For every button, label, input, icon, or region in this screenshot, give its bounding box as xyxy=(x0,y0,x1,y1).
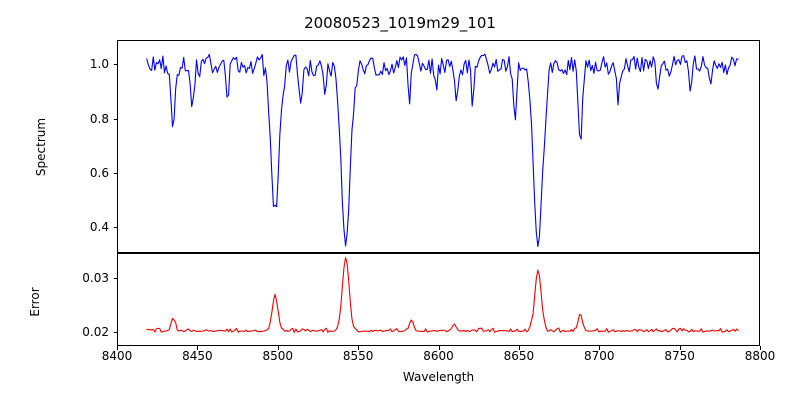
y-spectrum-tick-mark xyxy=(113,172,117,174)
y-error-tick-mark xyxy=(113,277,117,279)
x-tick-mark xyxy=(277,346,279,350)
error-panel xyxy=(117,253,760,346)
figure-title: 20080523_1019m29_101 xyxy=(304,14,496,32)
x-tick-label: 8600 xyxy=(423,349,454,363)
y-spectrum-tick-label: 0.8 xyxy=(89,111,109,126)
y-spectrum-tick-mark xyxy=(113,227,117,229)
x-tick-label: 8650 xyxy=(503,349,535,363)
x-tick-label: 8550 xyxy=(342,349,374,363)
x-tick-label: 8750 xyxy=(664,349,695,363)
y-spectrum-tick-label: 0.4 xyxy=(89,220,109,235)
x-tick-label: 8450 xyxy=(182,349,213,363)
error-line xyxy=(147,258,738,333)
x-tick-mark xyxy=(197,346,199,350)
x-tick-mark xyxy=(679,346,681,350)
x-tick-mark xyxy=(358,346,360,350)
x-tick-mark xyxy=(518,346,520,350)
x-tick-label: 8400 xyxy=(101,349,133,363)
x-tick-mark xyxy=(760,346,761,350)
x-tick-label: 8500 xyxy=(262,349,294,363)
spectrum-plot-area xyxy=(118,41,759,252)
spectrum-line xyxy=(147,54,738,246)
y-error-tick-label: 0.03 xyxy=(82,270,109,285)
x-tick-label: 8800 xyxy=(744,349,776,363)
y-spectrum-tick-label: 0.6 xyxy=(89,165,109,180)
y-spectrum-tick-mark xyxy=(113,64,117,66)
x-axis-label: Wavelength xyxy=(402,370,475,384)
x-tick-mark xyxy=(438,346,440,350)
x-tick-mark xyxy=(117,346,118,350)
y-axis-label-spectrum: Spectrum xyxy=(34,117,48,177)
x-tick-mark xyxy=(599,346,601,350)
y-error-tick-mark xyxy=(113,332,117,334)
spectrum-panel xyxy=(117,40,760,253)
error-plot-area xyxy=(118,254,759,345)
y-spectrum-tick-label: 1.0 xyxy=(89,57,109,72)
y-spectrum-tick-mark xyxy=(113,118,117,120)
x-tick-label: 8700 xyxy=(583,349,615,363)
y-axis-label-error: Error xyxy=(28,287,42,317)
y-error-tick-label: 0.02 xyxy=(82,325,109,340)
